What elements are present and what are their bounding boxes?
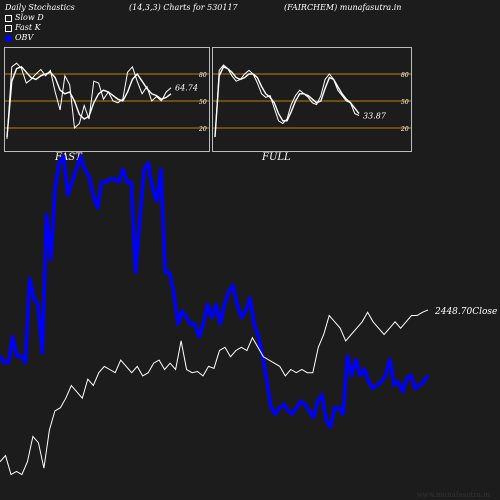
level-label-50: 50 bbox=[401, 99, 409, 106]
level-label-80: 80 bbox=[199, 72, 207, 79]
close-value-label: 2448.70Close bbox=[434, 307, 497, 317]
level-label-50: 50 bbox=[199, 99, 207, 106]
legend-slow-d: Slow D bbox=[15, 13, 44, 22]
fast-panel: 80 50 20 64.74 bbox=[4, 47, 210, 152]
footer: www.munafasutra.in bbox=[416, 491, 490, 499]
series-slow-d bbox=[6, 65, 172, 138]
obv-swatch bbox=[5, 34, 12, 42]
legend: Slow D Fast K OBV bbox=[5, 13, 44, 43]
chart-params: (14,3,3) Charts for 530117 bbox=[129, 3, 238, 12]
current-value-label: 64.74 bbox=[175, 84, 198, 93]
chart-title: Daily Stochastics bbox=[5, 3, 75, 12]
close-line bbox=[0, 309, 429, 476]
obv-line bbox=[0, 154, 430, 429]
legend-obv: OBV bbox=[15, 33, 34, 42]
fast-k-swatch bbox=[5, 24, 12, 32]
full-stochastic-plot: 80 50 20 33.87 bbox=[213, 64, 411, 138]
fast-label: FAST bbox=[55, 152, 82, 163]
series-slow-d bbox=[214, 65, 360, 138]
fast-stochastic-plot: 80 50 20 64.74 bbox=[5, 62, 209, 139]
slow-d-swatch bbox=[5, 14, 12, 22]
legend-fast-k: Fast K bbox=[15, 23, 41, 32]
level-label-20: 20 bbox=[400, 126, 409, 133]
current-value-label: 33.87 bbox=[363, 112, 387, 121]
series-fast-k bbox=[6, 62, 172, 139]
symbol-site: (FAIRCHEM) munafasutra.in bbox=[284, 3, 402, 12]
full-label: FULL bbox=[262, 152, 291, 163]
level-label-80: 80 bbox=[401, 72, 409, 79]
full-panel: 80 50 20 33.87 bbox=[212, 47, 412, 152]
level-label-20: 20 bbox=[198, 126, 207, 133]
